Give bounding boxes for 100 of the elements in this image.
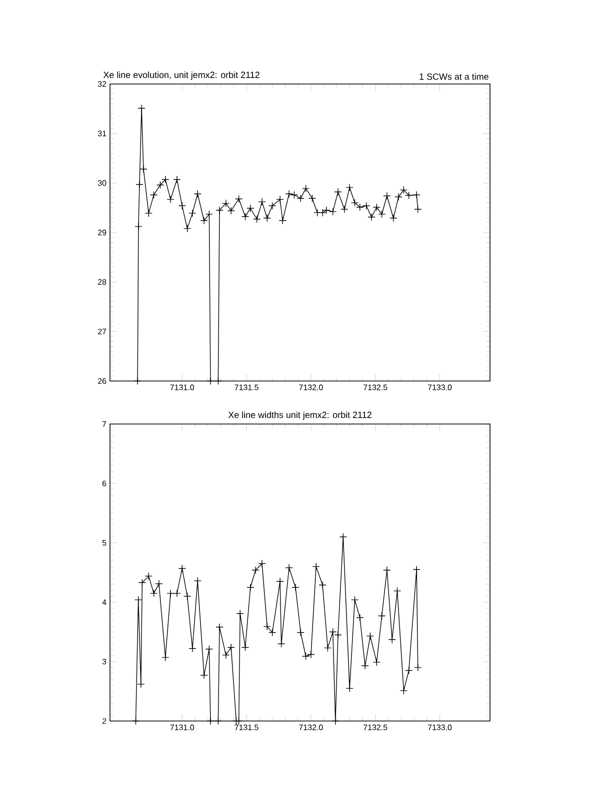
point	[173, 589, 181, 598]
chart-title: Xe line widths unit jemx2: orbit 2112	[228, 411, 372, 420]
point	[252, 566, 260, 574]
point	[296, 628, 304, 636]
point	[216, 623, 224, 631]
point	[302, 652, 310, 660]
point	[216, 206, 224, 214]
point	[144, 572, 152, 580]
point	[132, 717, 140, 725]
point	[368, 213, 376, 221]
point	[314, 208, 322, 217]
point	[137, 680, 145, 688]
point	[394, 193, 402, 201]
point	[388, 636, 396, 644]
point	[222, 199, 230, 208]
point	[241, 643, 250, 652]
point	[312, 562, 320, 570]
point	[206, 717, 214, 725]
point	[346, 684, 354, 692]
point	[277, 640, 286, 648]
point	[178, 564, 186, 572]
point	[188, 209, 196, 218]
point	[140, 165, 148, 173]
point	[361, 662, 369, 670]
point	[276, 578, 284, 586]
point	[405, 666, 413, 674]
point	[200, 216, 208, 224]
point	[227, 643, 235, 652]
point	[241, 212, 250, 221]
point	[155, 580, 163, 588]
point	[268, 628, 276, 636]
point	[173, 176, 181, 184]
point	[205, 645, 214, 653]
point	[372, 203, 380, 212]
point	[390, 214, 398, 222]
chart-title: Xe line evolution, unit jemx2: orbit 2112	[103, 71, 260, 80]
point	[285, 190, 293, 198]
point	[206, 377, 214, 385]
point	[134, 596, 142, 604]
point	[278, 216, 286, 224]
point	[166, 195, 174, 204]
point	[258, 560, 266, 568]
point	[134, 377, 142, 385]
point	[322, 206, 330, 214]
point	[332, 717, 340, 725]
point	[236, 610, 244, 618]
point	[258, 198, 266, 206]
point	[183, 224, 192, 232]
point	[222, 651, 230, 659]
point	[414, 664, 422, 672]
point	[253, 215, 261, 223]
point	[302, 184, 310, 192]
point	[414, 205, 422, 214]
point	[136, 180, 144, 188]
point	[412, 566, 420, 574]
point	[134, 222, 142, 230]
point	[290, 191, 298, 199]
point	[324, 644, 332, 652]
point	[227, 206, 235, 215]
point	[200, 671, 208, 680]
point	[339, 533, 348, 541]
point	[214, 377, 222, 385]
point	[234, 194, 243, 203]
point	[214, 717, 222, 725]
point	[276, 195, 284, 204]
point	[205, 210, 214, 218]
point	[183, 592, 192, 600]
point	[268, 202, 276, 210]
point	[234, 717, 243, 725]
point	[318, 581, 326, 589]
point	[350, 596, 359, 604]
point	[366, 632, 374, 640]
point	[356, 614, 364, 622]
point	[178, 202, 186, 210]
point	[138, 578, 146, 586]
point	[246, 584, 254, 592]
point	[162, 654, 170, 662]
point	[194, 190, 202, 198]
point	[144, 209, 152, 218]
point	[378, 612, 386, 620]
point	[166, 589, 174, 598]
point	[383, 192, 391, 200]
point	[329, 208, 337, 216]
point	[308, 194, 316, 202]
point	[362, 202, 370, 210]
point	[318, 208, 326, 217]
point	[393, 587, 402, 595]
point	[150, 191, 158, 199]
point	[372, 658, 380, 666]
point	[263, 214, 272, 222]
point	[285, 564, 293, 572]
point	[412, 191, 420, 199]
point	[346, 184, 354, 192]
point	[292, 584, 300, 592]
chart-subtitle: 1 SCWs at a time	[420, 73, 488, 80]
point	[400, 686, 408, 695]
point	[246, 204, 254, 212]
point	[263, 622, 272, 630]
point	[340, 205, 348, 214]
point	[150, 589, 158, 598]
